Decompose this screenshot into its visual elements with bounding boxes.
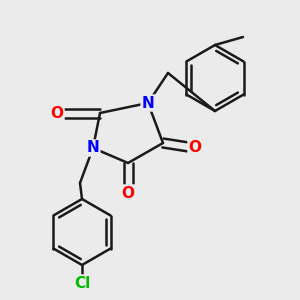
Text: N: N — [87, 140, 99, 155]
Text: N: N — [142, 95, 154, 110]
Text: O: O — [50, 106, 64, 121]
Text: O: O — [122, 185, 134, 200]
Text: O: O — [188, 140, 202, 155]
Text: Cl: Cl — [74, 275, 90, 290]
